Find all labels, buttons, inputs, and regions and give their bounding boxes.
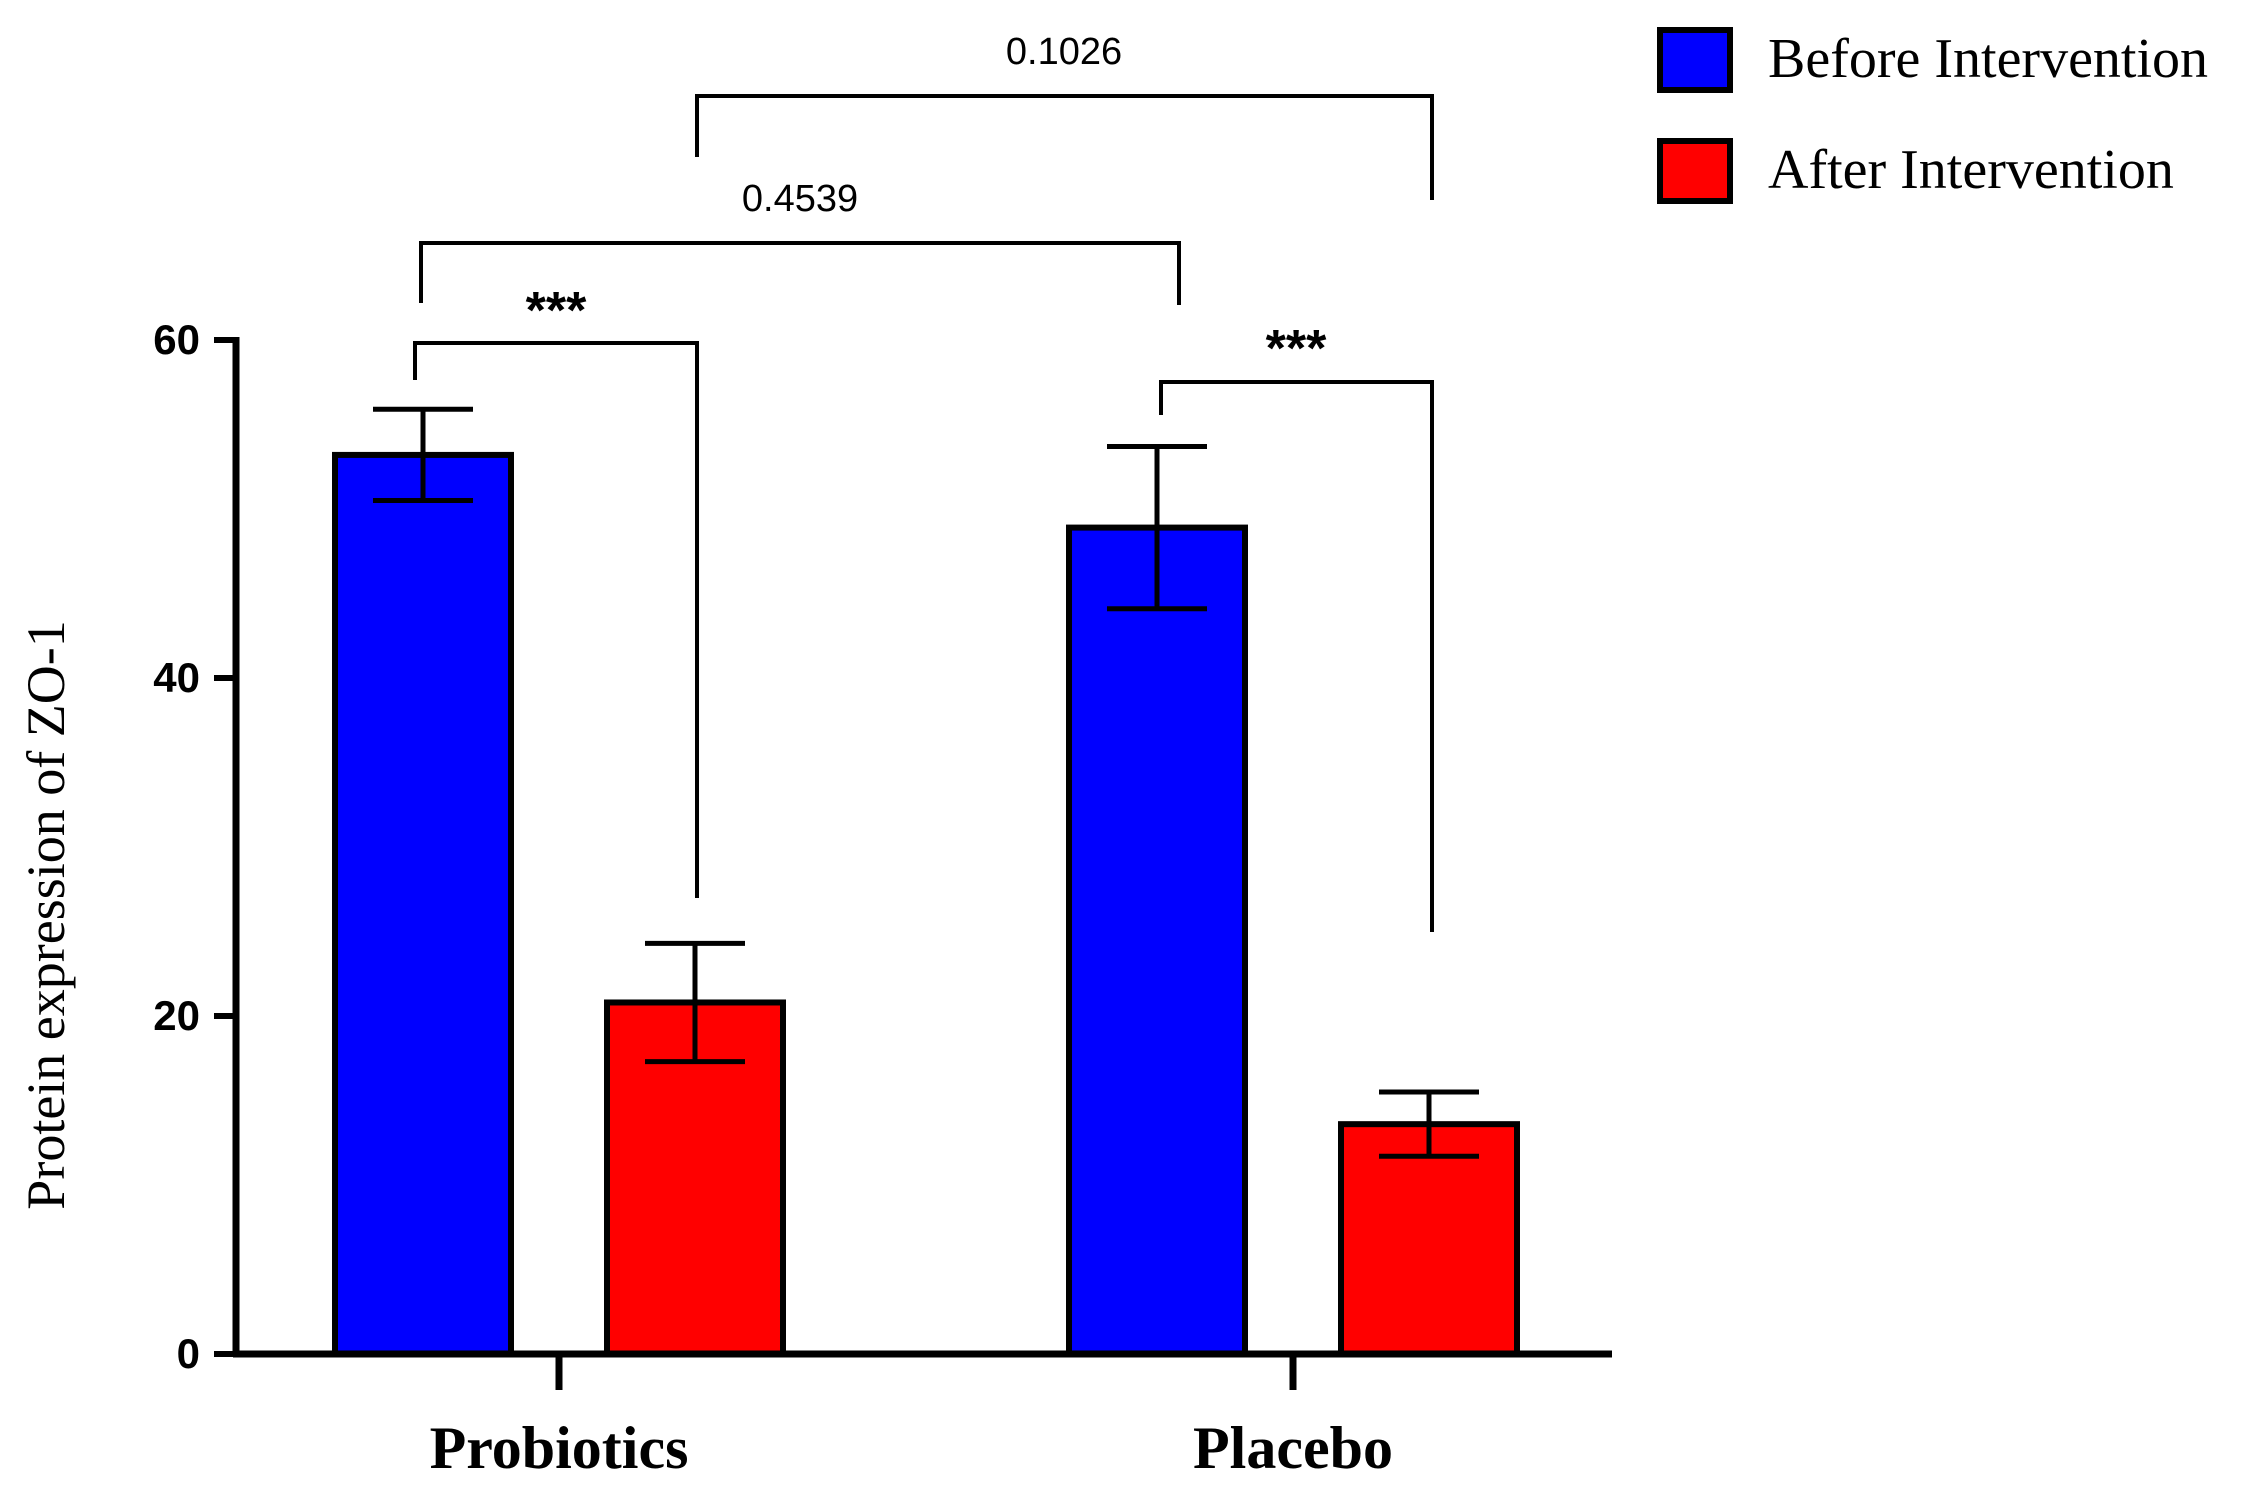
legend-swatch-after-intervention (1657, 138, 1733, 204)
x-ticks: Probiotics Placebo (430, 1354, 1393, 1481)
bracket-2-label: *** (1266, 320, 1327, 378)
error-bars (373, 406, 1479, 1159)
bracket-2-line (1159, 380, 1434, 932)
bracket-4-line (695, 94, 1434, 200)
y-tick-label-20: 20 (153, 992, 200, 1039)
significance-brackets: *** *** 0.4539 0.1026 (413, 31, 1434, 932)
bars (332, 451, 1520, 1358)
legend-swatch-before-intervention (1657, 27, 1733, 93)
legend-label-after-intervention: After Intervention (1768, 139, 2174, 201)
bracket-3-line (419, 241, 1181, 305)
y-axis-label: Protein expression of ZO-1 (16, 620, 76, 1209)
y-tick-label-60: 60 (153, 316, 200, 363)
y-tick-label-40: 40 (153, 654, 200, 701)
x-tick-label-placebo: Placebo (1193, 1415, 1393, 1481)
bracket-3-label: 0.4539 (742, 178, 858, 220)
axes (232, 337, 1612, 1358)
bar-probiotics-before-intervention (332, 451, 514, 1358)
y-ticks: 0 20 40 60 (153, 316, 236, 1377)
legend-label-before-intervention: Before Intervention (1768, 28, 2208, 90)
bracket-1-label: *** (526, 282, 587, 340)
x-tick-label-probiotics: Probiotics (430, 1415, 689, 1481)
bar-placebo-before-intervention (1066, 524, 1248, 1357)
legend: Before Intervention After Intervention (1657, 27, 2208, 204)
bracket-4-label: 0.1026 (1006, 31, 1122, 73)
bracket-1-line (413, 341, 699, 898)
y-tick-label-0: 0 (177, 1330, 200, 1377)
